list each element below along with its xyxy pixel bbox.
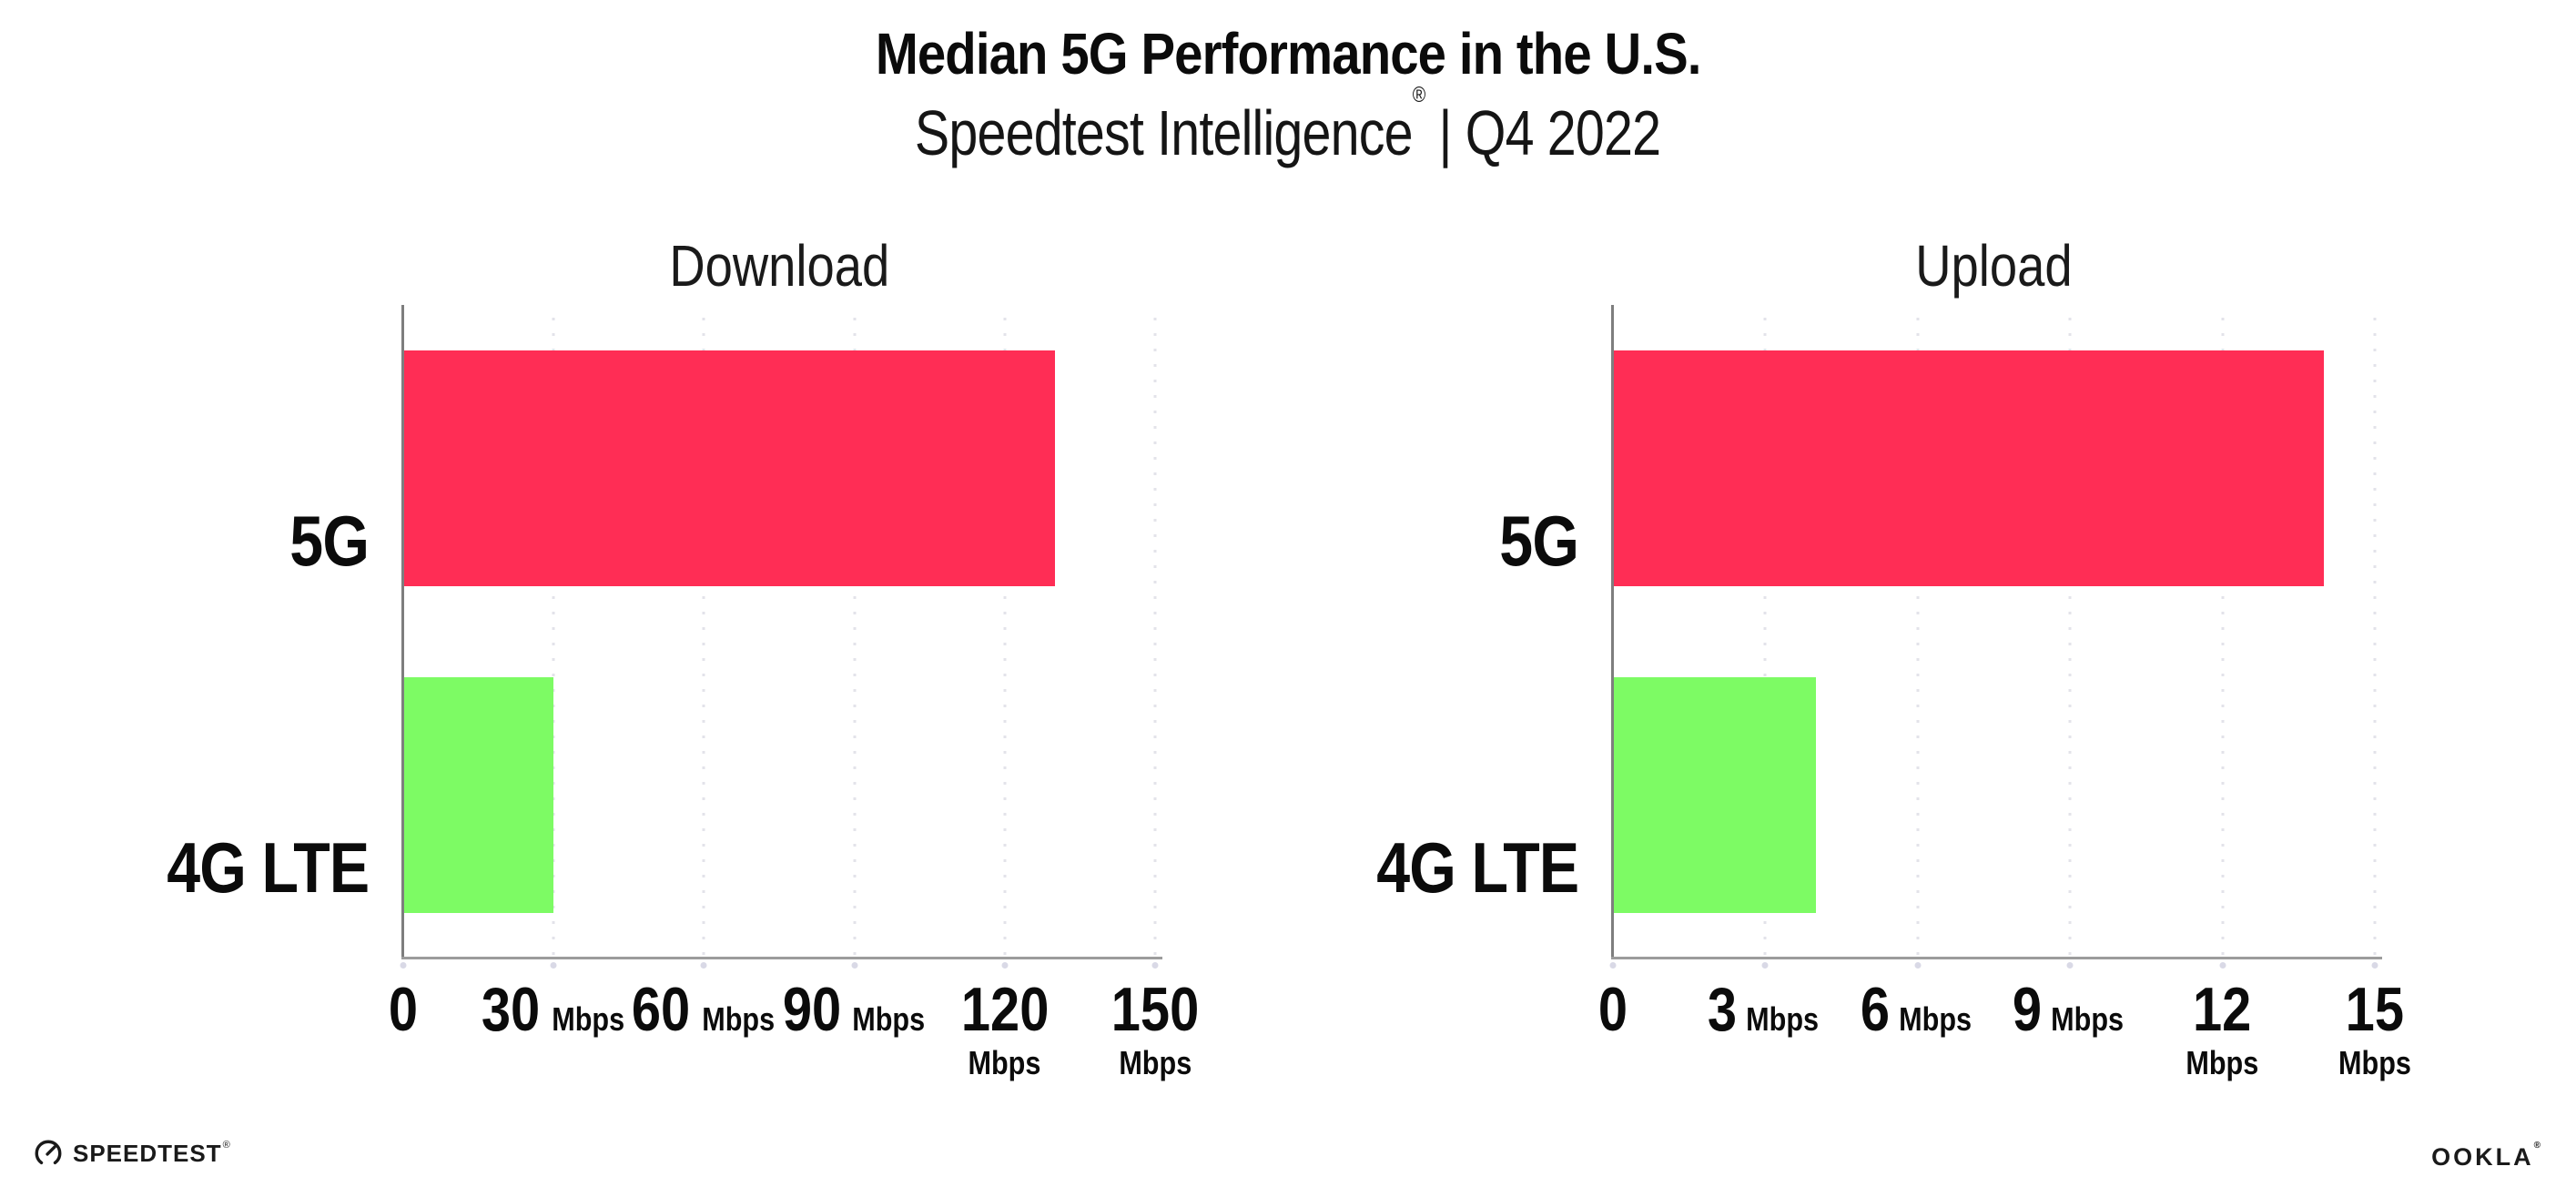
gridline <box>702 318 705 959</box>
download-5g-label-text: 5G <box>289 501 370 581</box>
x-tick-value: 15 <box>2345 975 2405 1044</box>
download-bar-5g <box>403 350 1055 586</box>
gridline <box>1153 318 1157 959</box>
x-tick-value: 3 <box>1708 975 1738 1044</box>
speedtest-gauge-icon <box>35 1140 62 1167</box>
x-tick-label: 0 <box>386 979 421 1040</box>
download-category-label-4g: 4G LTE <box>103 750 370 986</box>
gridline <box>1763 318 1767 959</box>
upload-y-axis <box>1611 305 1614 959</box>
axis-tick-mark <box>851 962 858 969</box>
axis-tick-mark <box>1761 962 1769 969</box>
x-tick-label: 6 Mbps <box>1858 979 1978 1040</box>
upload-x-axis <box>1611 957 2382 959</box>
ookla-registered-icon: ® <box>2533 1141 2543 1151</box>
x-tick-unit: Mbps <box>1746 1000 1820 1038</box>
gridline <box>853 318 857 959</box>
upload-4g-label-text: 4G LTE <box>1375 827 1579 908</box>
upload-chart-title-text: Upload <box>1915 233 2073 299</box>
axis-tick-mark <box>1914 962 1922 969</box>
x-tick-value: 150 <box>1111 975 1200 1044</box>
x-tick-unit: Mbps <box>2338 1044 2411 1081</box>
download-y-axis <box>401 305 404 959</box>
download-chart-title: Download <box>403 232 1155 299</box>
gridline <box>552 318 555 959</box>
x-tick-label: 30 Mbps <box>476 979 631 1040</box>
ookla-logo: OOKLA® <box>2431 1141 2543 1172</box>
gridline <box>1003 318 1007 959</box>
axis-tick-mark <box>1001 962 1009 969</box>
x-tick-value: 0 <box>388 975 419 1044</box>
x-tick-value: 60 <box>632 975 691 1044</box>
speedtest-registered-icon: ® <box>222 1140 230 1151</box>
x-tick-unit: Mbps <box>552 1000 624 1038</box>
gridline <box>2068 318 2072 959</box>
axis-tick-mark <box>2219 962 2226 969</box>
speedtest-wordmark: SPEEDTEST <box>73 1139 222 1167</box>
x-tick-label: 120Mbps <box>929 979 1080 1081</box>
download-x-axis <box>401 957 1162 959</box>
x-tick-unit: Mbps <box>1119 1044 1192 1081</box>
axis-tick-mark <box>1151 962 1159 969</box>
download-plot-area <box>400 305 1162 969</box>
upload-category-label-5g: 5G <box>1313 423 1579 659</box>
download-4g-label-text: 4G LTE <box>166 827 370 908</box>
x-tick-label: 90 Mbps <box>777 979 932 1040</box>
x-tick-label: 150Mbps <box>1103 979 1206 1081</box>
x-tick-unit: Mbps <box>2051 1000 2125 1038</box>
upload-5g-label-text: 5G <box>1499 501 1579 581</box>
speedtest-logo: SPEEDTEST ® <box>33 1138 230 1169</box>
upload-bar-5g <box>1613 350 2325 586</box>
x-tick-label: 60 Mbps <box>627 979 782 1040</box>
subtitle-product: Speedtest Intelligence <box>915 97 1414 168</box>
registered-trademark-icon: ® <box>1413 82 1425 107</box>
axis-tick-mark <box>2371 962 2378 969</box>
x-tick-label: 3 Mbps <box>1705 979 1825 1040</box>
x-tick-value: 9 <box>2013 975 2043 1044</box>
download-x-tick-labels: 0 30 Mbps 60 Mbps 90 Mbps 120Mbps 150Mbps <box>389 979 1199 1106</box>
axis-tick-mark <box>700 962 707 969</box>
upload-category-label-4g: 4G LTE <box>1313 750 1579 986</box>
x-tick-value: 12 <box>2193 975 2252 1044</box>
x-tick-unit: Mbps <box>702 1000 776 1038</box>
axis-tick-mark <box>1609 962 1617 969</box>
x-tick-unit: Mbps <box>2186 1044 2259 1081</box>
page-title-text: Median 5G Performance in the U.S. <box>875 21 1702 86</box>
page-subtitle: Speedtest Intelligence® | Q4 2022 <box>0 84 2576 169</box>
x-tick-value: 90 <box>782 975 841 1044</box>
x-tick-label: 15Mbps <box>2332 979 2418 1081</box>
download-bar-4g <box>403 677 554 913</box>
x-tick-unit: Mbps <box>1898 1000 1972 1038</box>
gridline <box>2373 318 2377 959</box>
x-tick-label: 9 Mbps <box>2010 979 2130 1040</box>
download-chart-title-text: Download <box>669 233 889 299</box>
ookla-wordmark: OOKLA <box>2431 1143 2534 1171</box>
x-tick-label: 0 <box>1596 979 1630 1040</box>
x-tick-value: 30 <box>482 975 541 1044</box>
download-category-label-5g: 5G <box>103 423 370 659</box>
subtitle-period: | Q4 2022 <box>1425 97 1662 168</box>
x-tick-value: 6 <box>1860 975 1890 1044</box>
axis-tick-mark <box>400 962 407 969</box>
x-tick-unit: Mbps <box>968 1044 1041 1081</box>
upload-chart-title: Upload <box>1613 232 2375 299</box>
upload-plot-area <box>1609 305 2382 969</box>
axis-tick-mark <box>550 962 557 969</box>
gridline <box>2221 318 2225 959</box>
gridline <box>1916 318 1920 959</box>
x-tick-value: 0 <box>1597 975 1628 1044</box>
upload-bar-4g <box>1613 677 1817 913</box>
upload-chart: Upload 5G 4G LTE 0 3 Mbps 6 Mbps 9 Mbps 12Mbps 1… <box>1313 232 2411 1106</box>
upload-x-tick-labels: 0 3 Mbps 6 Mbps 9 Mbps 12Mbps 15Mbps <box>1598 979 2411 1106</box>
axis-tick-mark <box>2066 962 2074 969</box>
x-tick-unit: Mbps <box>852 1000 926 1038</box>
x-tick-label: 12Mbps <box>2146 979 2298 1081</box>
x-tick-value: 120 <box>960 975 1050 1044</box>
page-title: Median 5G Performance in the U.S. <box>0 20 2576 87</box>
download-chart: Download 5G 4G LTE 0 30 Mbps 60 Mbps 90 Mbps 12… <box>103 232 1199 1106</box>
